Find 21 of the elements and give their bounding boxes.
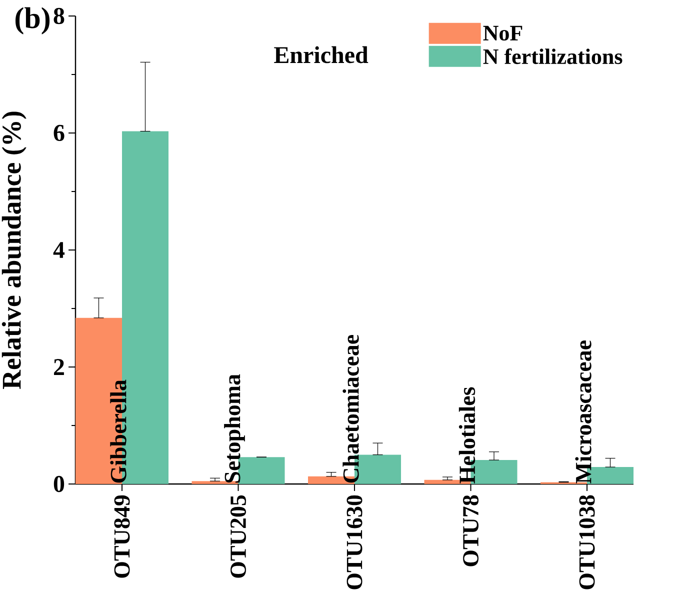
text: Enriched [274, 46, 368, 64]
text: (b) [16, 7, 50, 34]
x-tick-label: OTU205 [230, 495, 246, 578]
y-tick-label: 0 [54, 476, 64, 492]
y-tick-label: 4 [53, 242, 65, 258]
annotation: Chaetomiaceae [342, 334, 359, 483]
x-tick-label: OTU1038 [579, 495, 595, 590]
bar [192, 481, 238, 484]
x-tick-label: OTU78 [462, 495, 479, 566]
x-tick-label: OTU849 [114, 495, 130, 578]
y-tick-label: 6 [54, 124, 64, 142]
annotation: Setophoma [224, 374, 245, 483]
legend-label: N fertilizations [483, 48, 622, 64]
y-axis-title: Relative abundance (%) [2, 112, 26, 390]
annotation: Helotiales [458, 387, 476, 484]
y-tick-label: 8 [54, 8, 64, 24]
y-tick-label: 2 [54, 359, 64, 375]
legend-label: NoF [483, 26, 522, 41]
annotation: Gibberella [110, 380, 126, 483]
x-tick-label: OTU1630 [346, 495, 362, 590]
annotation: Microascaceae [575, 340, 592, 484]
